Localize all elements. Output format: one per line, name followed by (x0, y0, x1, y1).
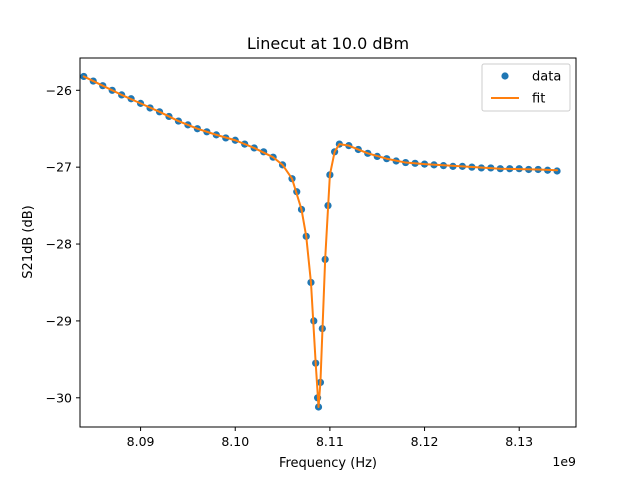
x-axis-offset-label: 1e9 (552, 454, 576, 469)
x-tick-label: 8.10 (221, 434, 249, 449)
x-tick-label: 8.12 (411, 434, 439, 449)
legend-entries: data fit (491, 70, 561, 107)
plot-area (79, 57, 577, 428)
chart-title: Linecut at 10.0 dBm (247, 34, 409, 53)
legend-label-data: data (532, 70, 561, 85)
x-axis-ticks: 8.09 8.10 8.11 8.12 8.13 (127, 427, 533, 449)
y-tick-label: −27 (46, 160, 72, 175)
legend-marker-data (501, 72, 509, 80)
x-tick-label: 8.13 (505, 434, 533, 449)
axes-background (80, 58, 576, 427)
legend-label-fit: fit (532, 92, 545, 107)
y-tick-label: −29 (46, 313, 72, 328)
x-axis-label: Frequency (Hz) (279, 456, 377, 471)
legend: data fit (481, 63, 571, 112)
x-tick-label: 8.11 (316, 434, 344, 449)
y-tick-label: −30 (46, 390, 72, 405)
y-tick-label: −28 (46, 237, 72, 252)
y-tick-label: −26 (46, 83, 72, 98)
fit-line (82, 75, 559, 409)
y-axis-label: S21dB (dB) (21, 205, 36, 278)
axes-frame (79, 57, 577, 428)
x-tick-label: 8.09 (127, 434, 155, 449)
y-axis-ticks: −26 −27 −28 −29 −30 (46, 83, 80, 405)
data-layer (80, 72, 561, 411)
